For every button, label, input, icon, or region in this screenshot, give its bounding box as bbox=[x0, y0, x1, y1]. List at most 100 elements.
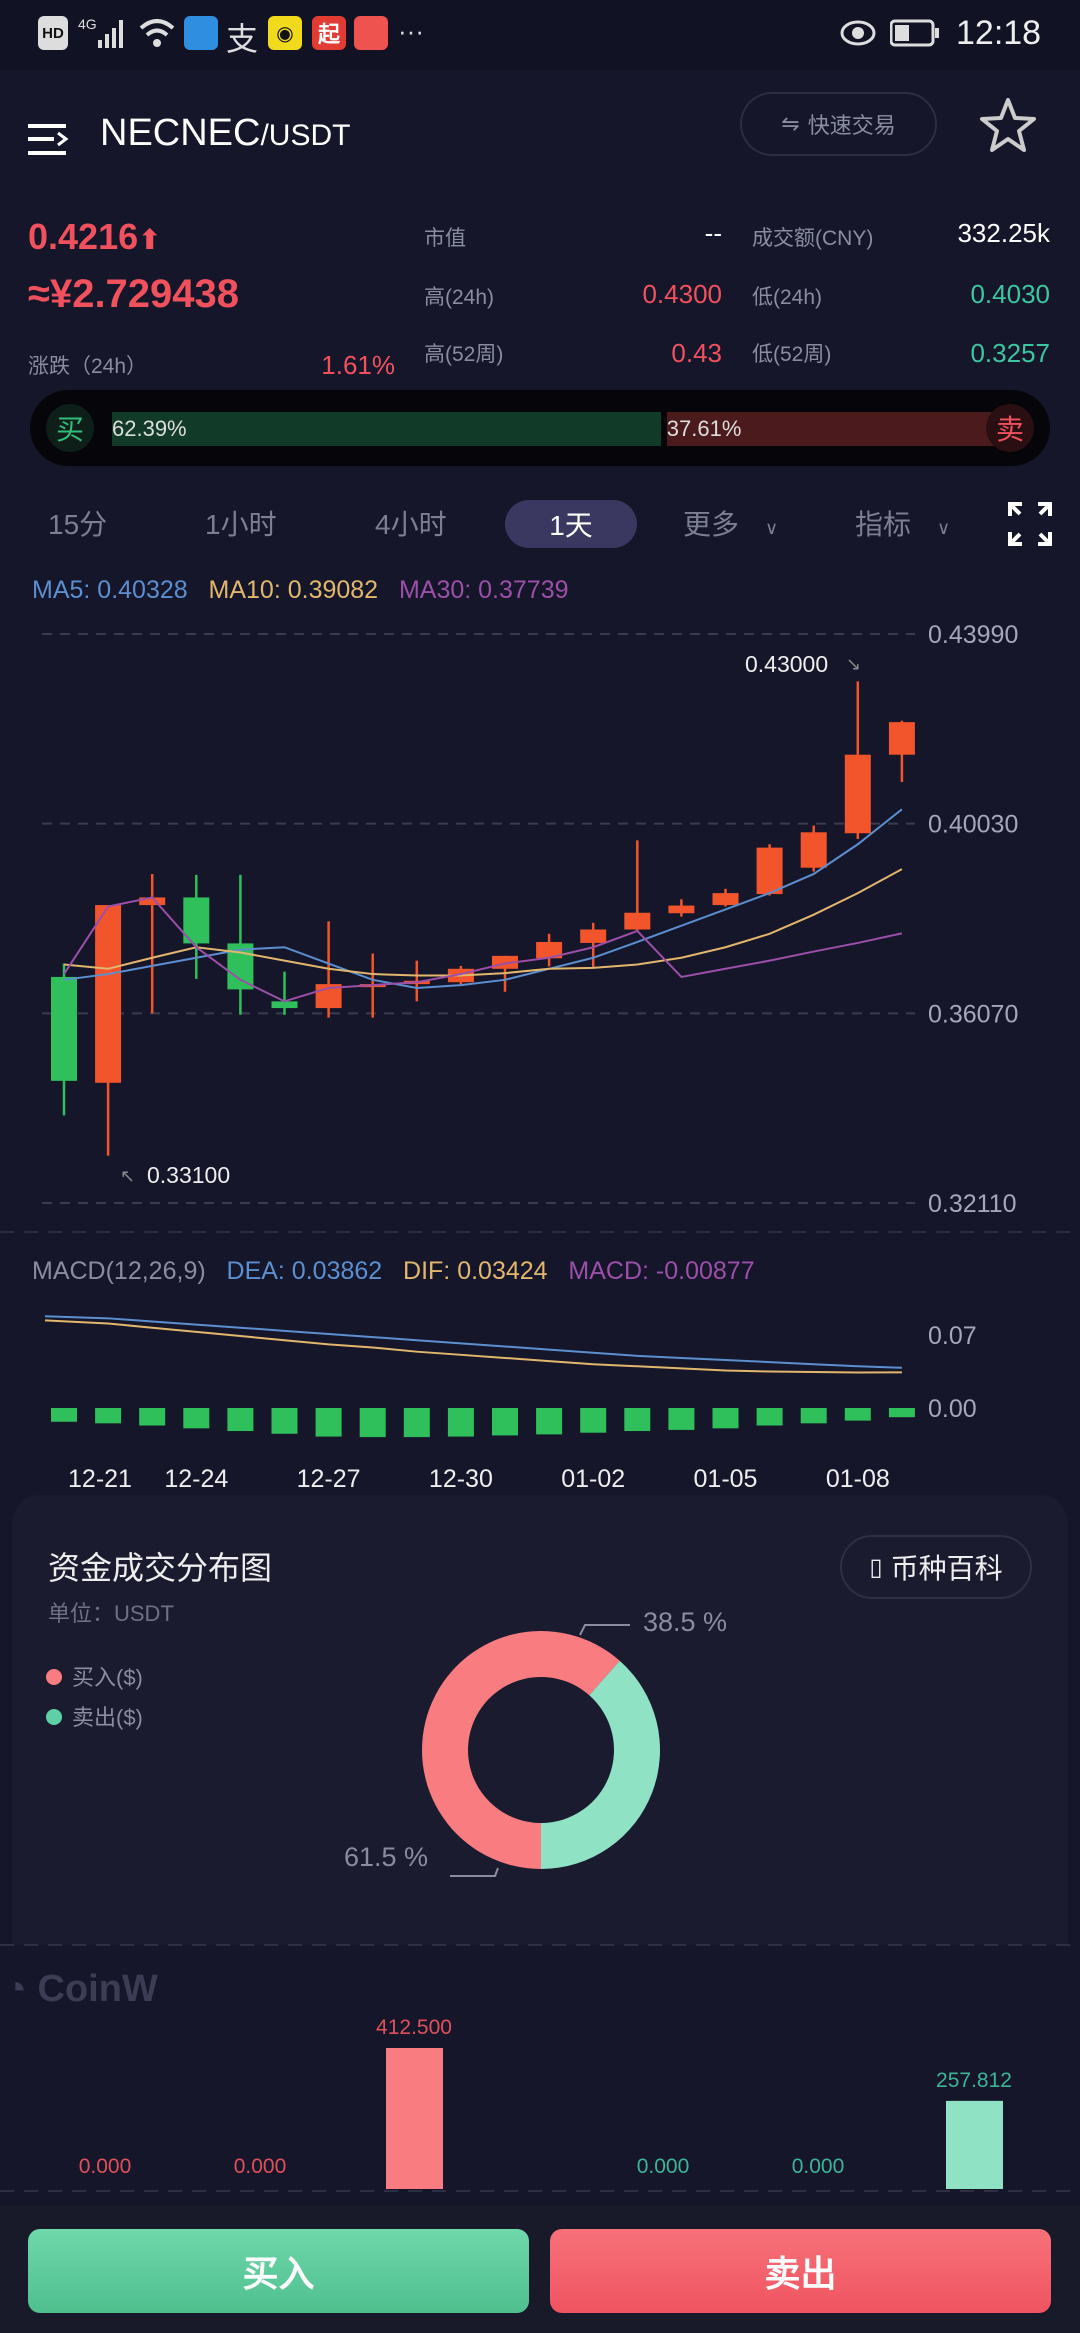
more-notifications-icon: ··· bbox=[398, 16, 424, 46]
battery-icon bbox=[890, 19, 939, 47]
watermark-text: CoinW bbox=[37, 1968, 158, 2010]
macd-y-tick: 0.07 bbox=[928, 1322, 977, 1350]
x-tick-label: 12-30 bbox=[429, 1465, 493, 1493]
candle-body bbox=[139, 897, 166, 906]
macd-title: MACD(12,26,9) bbox=[32, 1257, 206, 1285]
macd-bar bbox=[403, 1408, 430, 1438]
macd-bar bbox=[888, 1408, 915, 1418]
candle-body bbox=[800, 832, 827, 868]
ma30-legend: MA30: 0.37739 bbox=[398, 576, 569, 604]
x-tick-label: 12-21 bbox=[68, 1465, 132, 1493]
candle-body bbox=[183, 897, 210, 944]
volume-bar bbox=[946, 2100, 1003, 2189]
star-icon[interactable] bbox=[978, 96, 1038, 156]
pair-quote: /USDT bbox=[260, 119, 351, 152]
macd-bar bbox=[271, 1408, 298, 1434]
candle-body bbox=[888, 722, 915, 755]
market-cap-value: -- bbox=[704, 218, 722, 248]
candle-body bbox=[580, 929, 607, 943]
divider bbox=[0, 1944, 1080, 1946]
macd-bar bbox=[51, 1408, 77, 1422]
tab-1d[interactable]: 1天 bbox=[505, 500, 637, 548]
macd-bar bbox=[536, 1408, 563, 1435]
pie-label-sell: 38.5 % bbox=[643, 1607, 728, 1637]
y-tick-label: 0.43990 bbox=[928, 621, 1018, 649]
swap-icon: ⇋ bbox=[781, 111, 800, 136]
tab-indicators[interactable]: 指标 ∨ bbox=[855, 503, 950, 543]
macd-bar bbox=[800, 1408, 827, 1424]
ma5-legend: MA5: 0.40328 bbox=[32, 576, 188, 604]
qidian-icon: 起 bbox=[312, 16, 346, 50]
ma30-line bbox=[63, 896, 903, 1003]
tab-more[interactable]: 更多 ∨ bbox=[683, 503, 778, 543]
candle-body bbox=[712, 893, 739, 906]
macd-bar bbox=[359, 1408, 386, 1438]
bar-value-label: 0.000 bbox=[792, 2155, 845, 2178]
tab-4h[interactable]: 4小时 bbox=[375, 509, 447, 540]
bar-value-label: 0.000 bbox=[637, 2155, 690, 2178]
low24-value: 0.4030 bbox=[970, 279, 1050, 309]
macd-bar bbox=[624, 1408, 651, 1432]
legend-buy-label: 买入($) bbox=[72, 1665, 143, 1690]
market-cap-label: 市值 bbox=[424, 227, 466, 250]
tab-indicators-label: 指标 bbox=[855, 509, 912, 540]
pair-base: NECNEC bbox=[100, 112, 261, 154]
coinw-logo-icon: ◔ bbox=[4, 1968, 27, 2010]
buy-badge: 买 bbox=[46, 404, 94, 452]
buy-ratio-fill: 62.39% bbox=[112, 412, 661, 446]
menu-icon[interactable] bbox=[28, 120, 72, 160]
pair-title[interactable]: NECNEC/USDT bbox=[100, 112, 350, 155]
tab-15m[interactable]: 15分 bbox=[48, 509, 108, 540]
quick-trade-button[interactable]: ⇋ 快速交易 bbox=[740, 92, 937, 156]
buy-button[interactable]: 买入 bbox=[28, 2229, 529, 2313]
last-price: 0.4216⬆ bbox=[28, 216, 162, 257]
donut-slice bbox=[541, 1660, 660, 1869]
sell-ratio-text: 37.61% bbox=[666, 416, 742, 441]
macd-bar bbox=[580, 1408, 607, 1433]
ma5-line bbox=[63, 808, 903, 989]
candlestick-chart[interactable]: 0.43990 0.40030 0.36070 0.32110 0.43000 ↘ ↖ 0.3… bbox=[0, 0, 1080, 1500]
document-icon: ▯ bbox=[869, 1553, 883, 1581]
chevron-down-icon: ∨ bbox=[765, 518, 779, 538]
high24-label: 高(24h) bbox=[424, 286, 495, 309]
bar-value-label: 257.812 bbox=[936, 2069, 1012, 2092]
ma-legend: MA5: 0.40328 MA10: 0.39082 MA30: 0.37739 bbox=[32, 576, 569, 605]
buy-sell-ratio-bar: 买 62.39% 37.61% 卖 bbox=[30, 390, 1050, 466]
tab-1h[interactable]: 1小时 bbox=[205, 509, 277, 540]
app-icon bbox=[354, 16, 388, 50]
y-tick-label: 0.36070 bbox=[928, 1000, 1018, 1028]
legend-sell: 卖出($) bbox=[46, 1700, 143, 1732]
macd-legend: MACD(12,26,9) DEA: 0.03862 DIF: 0.03424 … bbox=[32, 1257, 755, 1286]
macd-bar bbox=[139, 1408, 166, 1426]
macd-bar bbox=[756, 1408, 783, 1426]
fullscreen-icon[interactable] bbox=[1006, 500, 1054, 548]
coin-wiki-button[interactable]: ▯ 币种百科 bbox=[840, 1535, 1032, 1599]
macd-bar bbox=[315, 1408, 342, 1437]
unit-label: 单位：USDT bbox=[48, 1601, 174, 1626]
macd-bar bbox=[95, 1408, 122, 1424]
clock: 12:18 bbox=[956, 14, 1042, 52]
buy-ratio-text: 62.39% bbox=[112, 416, 187, 441]
y-tick-label: 0.40030 bbox=[928, 811, 1018, 839]
y-tick-label: 0.32110 bbox=[928, 1190, 1017, 1218]
max-price-label: 0.43000 bbox=[745, 651, 828, 677]
low24-label: 低(24h) bbox=[752, 286, 823, 309]
signal-icon bbox=[98, 20, 123, 48]
low52-value: 0.3257 bbox=[970, 338, 1050, 368]
candle-body bbox=[536, 941, 563, 959]
legend-sell-label: 卖出($) bbox=[72, 1705, 143, 1730]
donut-slice bbox=[421, 1631, 620, 1869]
candle-body bbox=[624, 912, 651, 930]
quick-trade-label: 快速交易 bbox=[807, 113, 896, 138]
sell-button[interactable]: 卖出 bbox=[550, 2229, 1051, 2313]
volume-bar-chart: 0.000 0.000 412.500 0.000 0.000 257.812 bbox=[0, 2016, 1080, 2192]
dea-legend: DEA: 0.03862 bbox=[226, 1257, 383, 1285]
x-tick-label: 01-08 bbox=[826, 1465, 890, 1493]
sell-badge: 卖 bbox=[986, 404, 1034, 452]
min-price-label: 0.33100 bbox=[147, 1162, 230, 1188]
coin-wiki-label: 币种百科 bbox=[890, 1553, 1003, 1584]
macd-bar bbox=[492, 1408, 518, 1436]
turnover-value: 332.25k bbox=[957, 218, 1050, 248]
eye-icon bbox=[840, 20, 876, 46]
high52-value: 0.43 bbox=[671, 338, 722, 368]
